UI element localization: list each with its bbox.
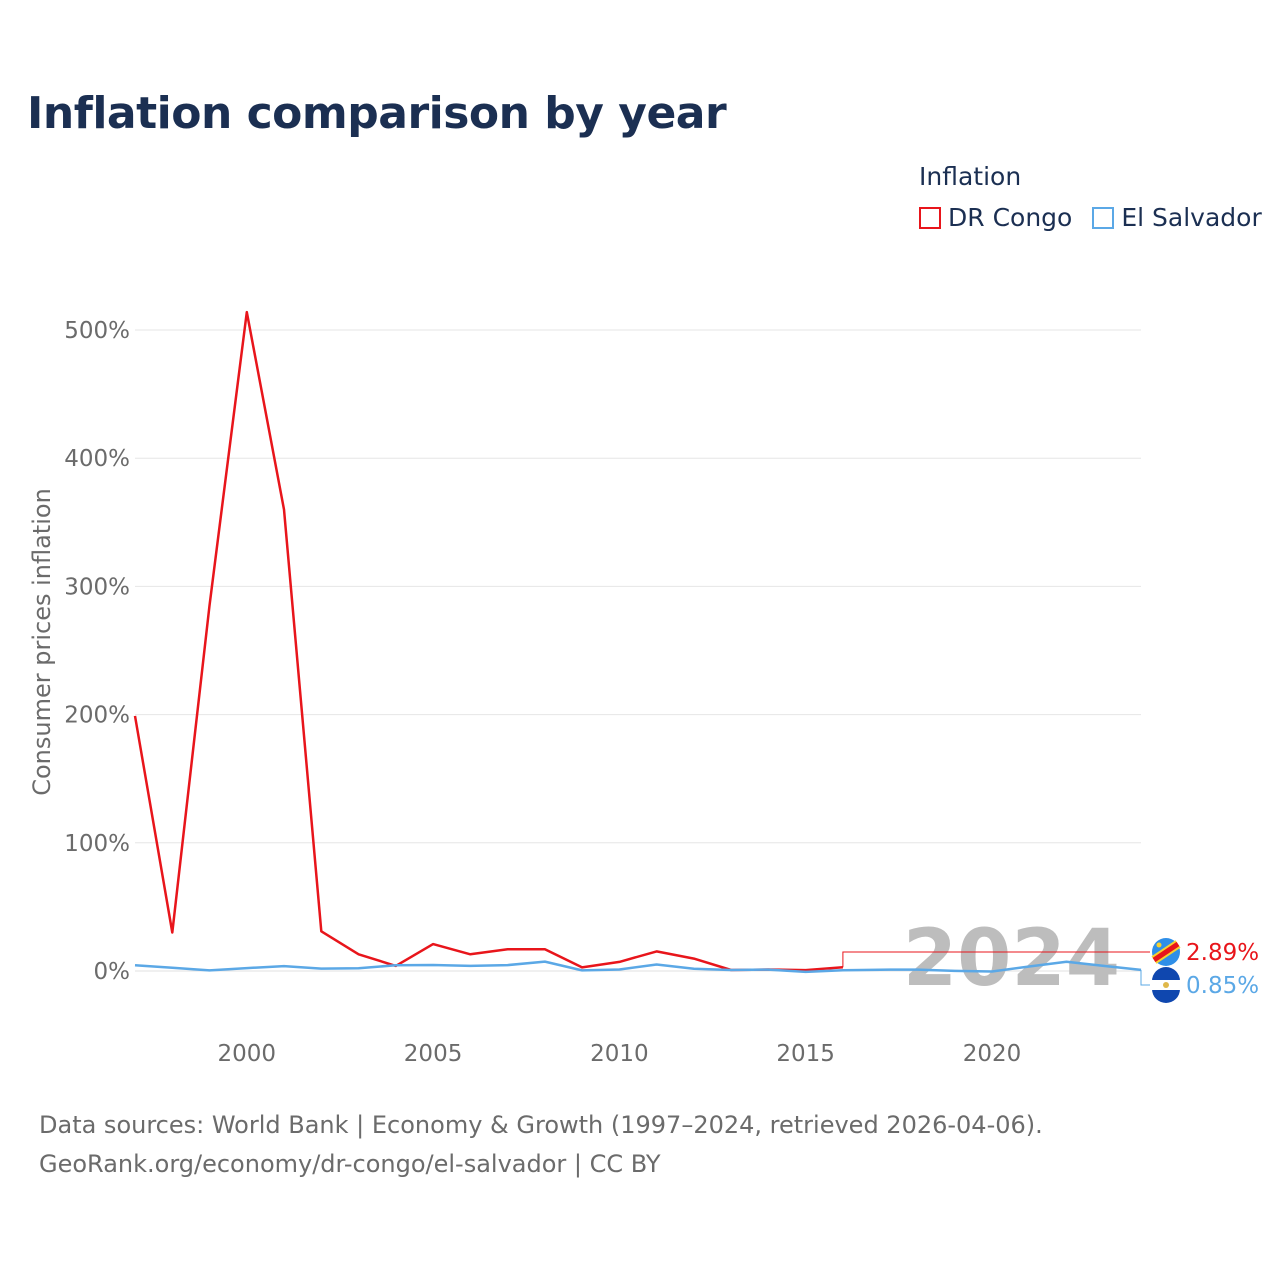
x-tick-label-2005: 2005: [404, 1041, 463, 1067]
legend-title: Inflation: [919, 162, 1022, 191]
legend-swatch-el-salvador: [1092, 206, 1115, 229]
footer: Data sources: World Bank | Economy & Gro…: [39, 1106, 1043, 1184]
legend-label-dr-congo: DR Congo: [948, 203, 1073, 232]
series-end-labels: 2.89% 0.85%: [842, 938, 1259, 1003]
y-tick-label-0: 0%: [94, 959, 131, 985]
legend: Inflation DR Congo El Salvador: [919, 162, 1262, 232]
footer-link[interactable]: GeoRank.org/economy/dr-congo/el-salvador…: [39, 1150, 661, 1178]
y-tick-label-400: 400%: [64, 446, 130, 472]
x-tick-label-2015: 2015: [776, 1041, 835, 1067]
y-tick-label-300: 300%: [64, 574, 130, 600]
el-salvador-flag-icon: [1152, 967, 1180, 1003]
x-tick-label-2010: 2010: [590, 1041, 649, 1067]
page-title: Inflation comparison by year: [27, 88, 727, 139]
series-lines: [133, 310, 1142, 974]
dr-congo-flag-icon: [1151, 938, 1181, 966]
y-tick-label-500: 500%: [64, 318, 130, 344]
y-tick-label-100: 100%: [64, 831, 130, 857]
y-tick-label-200: 200%: [64, 703, 130, 729]
y-axis-label: Consumer prices inflation: [28, 488, 56, 796]
series-line-el-salvador[interactable]: [134, 960, 1142, 974]
legend-item-el-salvador[interactable]: El Salvador: [1092, 203, 1262, 232]
legend-item-dr-congo[interactable]: DR Congo: [919, 203, 1072, 232]
x-axis-ticks: 2000 2005 2010 2015 2020: [218, 1041, 1022, 1067]
x-tick-label-2000: 2000: [218, 1041, 277, 1067]
series-line-dr-congo[interactable]: [133, 310, 843, 972]
footer-sources: Data sources: World Bank | Economy & Gro…: [39, 1111, 1043, 1139]
end-label-el-salvador: 0.85%: [1186, 973, 1259, 999]
legend-label-el-salvador: El Salvador: [1121, 203, 1262, 232]
end-connector-dr-congo: [842, 951, 1150, 968]
y-axis-ticks: 0% 100% 200% 300% 400% 500%: [64, 318, 130, 985]
year-watermark: 2024: [903, 914, 1120, 1004]
end-connector-el-salvador: [1140, 969, 1150, 986]
line-chart: 0%100%200%300%400%500% 2000 2005 2010 2015 2…: [28, 310, 1259, 1067]
end-label-dr-congo: 2.89%: [1186, 940, 1259, 966]
x-tick-label-2020: 2020: [963, 1041, 1022, 1067]
gridlines: [135, 329, 1141, 972]
legend-swatch-dr-congo: [919, 206, 941, 229]
